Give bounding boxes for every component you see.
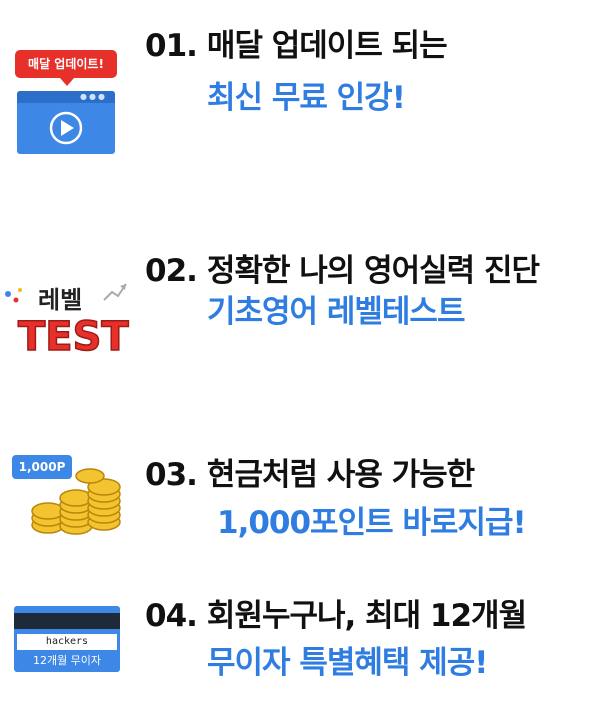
item-subtitle: 기초영어 레벨테스트 [207, 294, 465, 330]
gold-coins-icon [31, 468, 121, 535]
points-tag: 1,000P [12, 455, 72, 479]
item-subtitle: 무이자 특별혜택 제공! [207, 645, 488, 681]
item-title: 02. 정확한 나의 영어실력 진단 [145, 253, 540, 289]
level-test-logo-icon: 레벨 TEST [5, 283, 130, 358]
badge-pointer [60, 78, 74, 86]
monthly-update-badge: 매달 업데이트! [15, 50, 117, 78]
svg-text:TEST: TEST [18, 314, 129, 358]
item-subtitle: 1,000포인트 바로지급! [217, 505, 527, 541]
item-subtitle: 최신 무료 인강! [207, 80, 406, 116]
item-title: 04. 회원누구나, 최대 12개월 [145, 598, 527, 634]
item-title: 01. 매달 업데이트 되는 [145, 28, 448, 64]
video-player-icon: ●●● [17, 91, 115, 154]
item-title: 03. 현금처럼 사용 가능한 [145, 457, 475, 493]
svg-text:레벨: 레벨 [38, 286, 82, 314]
credit-card-icon: hackers 12개월 무이자 [14, 606, 120, 672]
